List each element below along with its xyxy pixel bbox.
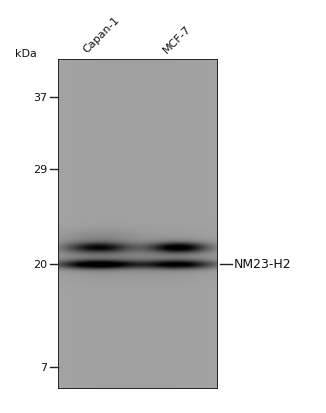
Text: 20: 20	[33, 259, 47, 269]
Text: 7: 7	[40, 362, 47, 372]
Text: 37: 37	[33, 93, 47, 103]
Text: kDa: kDa	[15, 49, 37, 59]
Text: Capan-1: Capan-1	[81, 15, 121, 55]
Text: MCF-7: MCF-7	[161, 23, 193, 55]
Text: 29: 29	[33, 165, 47, 175]
Text: NM23-H2: NM23-H2	[234, 258, 292, 271]
